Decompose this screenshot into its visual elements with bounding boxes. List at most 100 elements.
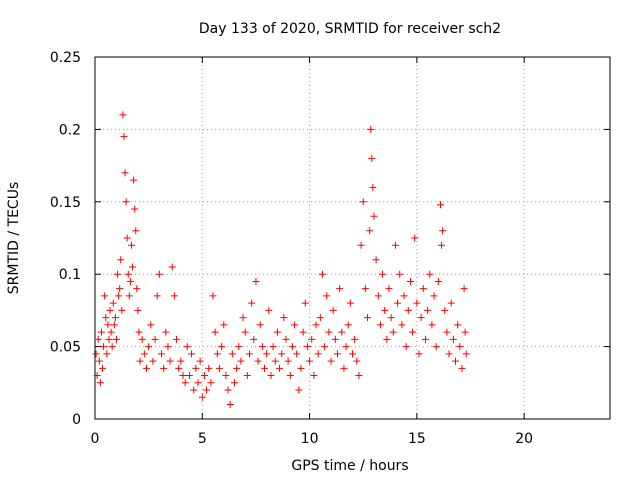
data-point [452, 357, 459, 365]
data-point [126, 277, 134, 285]
data-point [323, 292, 331, 300]
data-point [383, 335, 391, 343]
data-point [121, 169, 129, 177]
data-point [102, 314, 110, 322]
data-point [220, 321, 228, 329]
data-point [447, 299, 455, 307]
data-point [246, 350, 253, 358]
data-point [351, 335, 359, 343]
data-point [115, 292, 123, 300]
data-point [168, 263, 176, 271]
data-point [387, 314, 395, 322]
data-point [286, 372, 294, 380]
data-point [109, 299, 117, 307]
chart-title: Day 133 of 2020, SRMTID for receiver sch… [199, 21, 501, 37]
data-point [135, 328, 143, 336]
data-point [349, 350, 356, 358]
data-point [321, 343, 329, 351]
data-point [104, 321, 112, 329]
data-point [398, 321, 406, 329]
data-point [209, 292, 217, 300]
data-point [443, 328, 451, 336]
data-point [153, 292, 161, 300]
x-tick-label: 15 [408, 431, 426, 447]
data-point [357, 241, 365, 249]
data-point [291, 321, 299, 329]
data-point [230, 379, 238, 387]
data-point [205, 364, 213, 372]
data-point [93, 372, 101, 380]
data-point [445, 350, 453, 358]
data-point [100, 343, 108, 351]
data-point [194, 379, 202, 387]
data-point [101, 292, 109, 300]
data-point [125, 292, 133, 300]
data-point [318, 270, 326, 278]
data-point [96, 379, 104, 387]
data-point [391, 241, 399, 249]
data-point [404, 306, 412, 314]
data-point [424, 306, 432, 314]
data-point [256, 321, 264, 329]
data-point [327, 357, 335, 365]
data-point [310, 372, 318, 380]
data-point [361, 285, 369, 293]
data-points [92, 111, 470, 409]
data-point [344, 321, 352, 329]
data-point [149, 357, 157, 365]
data-point [353, 357, 361, 365]
data-point [364, 314, 372, 322]
data-point [306, 357, 314, 365]
data-point [368, 154, 376, 162]
data-point [293, 350, 301, 358]
data-point [325, 328, 333, 336]
data-point [421, 335, 429, 343]
data-point [120, 133, 128, 141]
data-point [160, 364, 168, 372]
grid [95, 57, 610, 419]
data-point [278, 350, 286, 358]
data-point [428, 321, 436, 329]
data-point [434, 277, 442, 285]
data-point [145, 343, 153, 351]
data-point [99, 364, 107, 372]
data-point [224, 386, 232, 394]
data-point [133, 285, 141, 293]
data-point [426, 270, 434, 278]
data-point [211, 328, 219, 336]
data-point [108, 343, 116, 351]
data-point [183, 343, 191, 351]
data-point [436, 201, 444, 209]
data-point [461, 328, 469, 336]
y-tick-label: 0.25 [50, 50, 81, 66]
data-point [132, 227, 140, 235]
data-point [340, 364, 348, 372]
data-point [166, 357, 174, 365]
data-point [188, 350, 196, 358]
data-point [359, 198, 367, 206]
data-point [316, 314, 324, 322]
data-point [127, 241, 135, 249]
data-point [282, 335, 290, 343]
data-point [162, 328, 170, 336]
data-point [441, 306, 449, 314]
data-point [112, 335, 120, 343]
data-point [381, 306, 389, 314]
data-point [269, 343, 277, 351]
data-point [105, 335, 113, 343]
data-point [299, 328, 307, 336]
data-point [411, 234, 419, 242]
data-point [147, 321, 155, 329]
data-point [413, 299, 421, 307]
data-point [218, 343, 226, 351]
data-point [312, 321, 320, 329]
data-point [228, 350, 236, 358]
y-tick-label: 0.15 [50, 195, 81, 211]
data-point [94, 335, 102, 343]
data-point [143, 364, 150, 372]
data-point [117, 256, 125, 264]
y-tick-label: 0.1 [59, 267, 81, 283]
data-point [164, 343, 172, 351]
data-point [118, 306, 126, 314]
data-point [346, 299, 354, 307]
